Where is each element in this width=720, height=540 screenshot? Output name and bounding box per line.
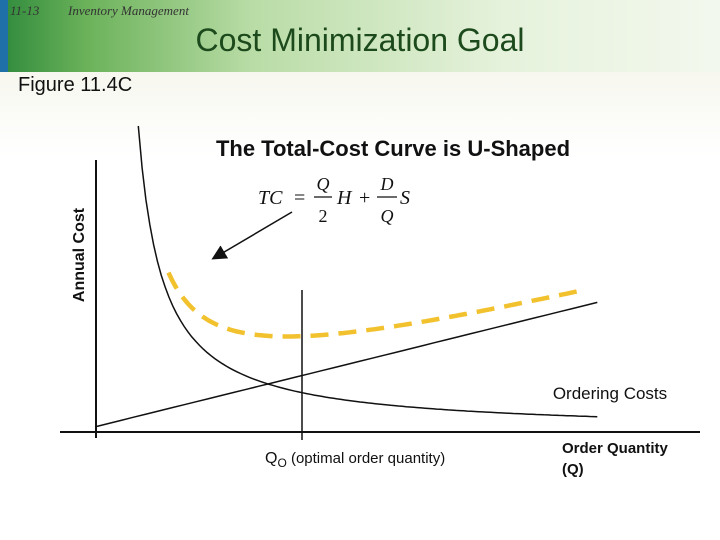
figure-label: Figure 11.4C [18, 74, 133, 96]
header-accent-strip [0, 0, 8, 72]
svg-text:D: D [380, 174, 394, 194]
svg-text:Q: Q [381, 206, 394, 226]
svg-text:Q: Q [317, 174, 330, 194]
svg-text:S: S [400, 187, 410, 209]
formula-arrow [211, 211, 293, 260]
slide-title: Cost Minimization Goal [195, 22, 525, 58]
svg-text:2: 2 [319, 206, 328, 226]
x-axis-title-line2: (Q) [562, 461, 584, 478]
y-axis-title: Annual Cost [71, 207, 88, 302]
chart-title: The Total-Cost Curve is U-Shaped [216, 136, 570, 161]
svg-text:+: + [359, 187, 370, 209]
slide-number: 11-13 [10, 3, 40, 18]
ordering-cost-label: Ordering Costs [553, 384, 667, 403]
svg-text:H: H [336, 187, 353, 209]
optimal-quantity-label: QO (optimal order quantity) [265, 450, 445, 470]
svg-text:=: = [294, 187, 305, 209]
course-name: Inventory Management [68, 3, 189, 18]
svg-text:TC: TC [258, 187, 283, 209]
header-band [0, 0, 720, 72]
holding-cost-line [95, 301, 598, 428]
slide-body [0, 72, 720, 540]
x-axis-title-line1: Order Quantity [562, 440, 669, 457]
ordering-cost-curve [137, 125, 598, 418]
total-cost-formula: TC = Q 2 H + D Q S [258, 174, 410, 226]
total-cost-curve [166, 271, 580, 339]
